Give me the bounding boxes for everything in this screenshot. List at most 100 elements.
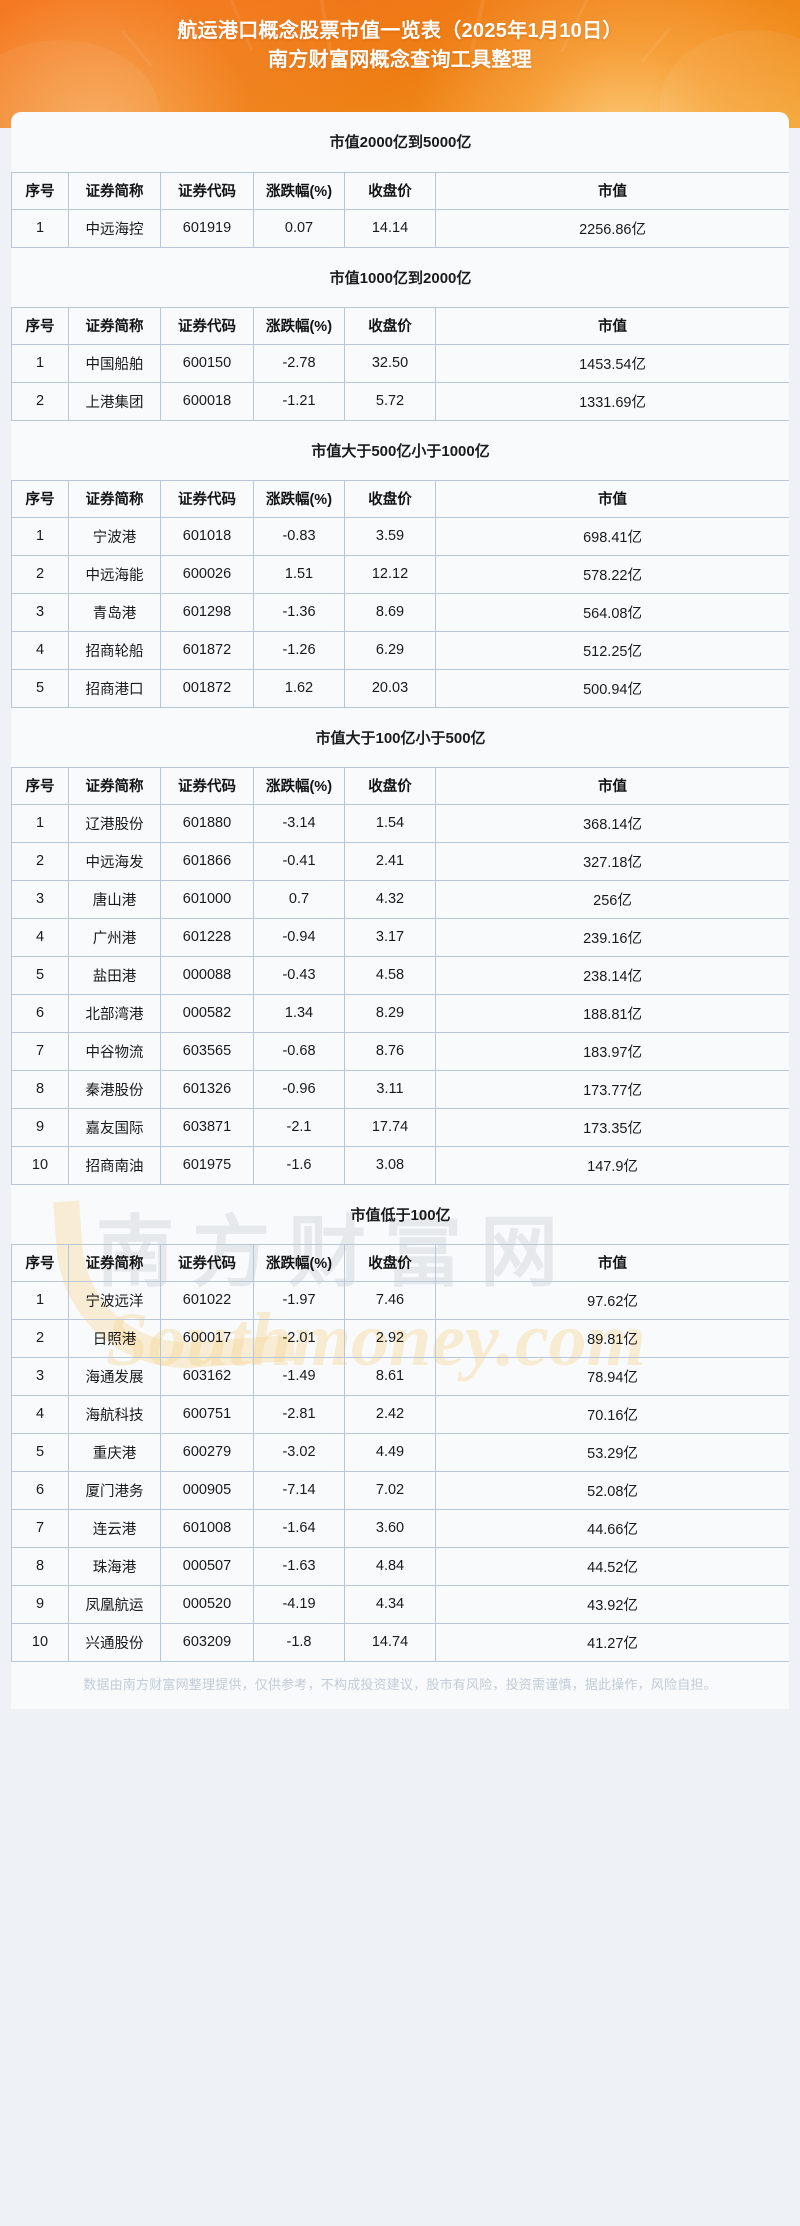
table-row: 8 秦港股份 601326 -0.96 3.11 173.77亿 bbox=[11, 1069, 789, 1109]
change-percent: -0.41 bbox=[253, 841, 345, 881]
table-row: 1 中远海控 601919 0.07 14.14 2256.86亿 bbox=[11, 208, 789, 248]
change-percent: -1.6 bbox=[253, 1145, 345, 1185]
close-price: 4.32 bbox=[344, 879, 436, 919]
market-cap: 89.81亿 bbox=[434, 1318, 789, 1358]
stock-name: 中远海发 bbox=[68, 841, 161, 881]
column-header-1: 证券简称 bbox=[68, 171, 161, 210]
column-header-1: 证券简称 bbox=[68, 479, 161, 518]
close-price: 14.74 bbox=[344, 1622, 436, 1662]
stock-code: 601880 bbox=[160, 803, 254, 843]
column-header-5: 市值 bbox=[434, 766, 789, 805]
change-percent: -1.36 bbox=[253, 592, 345, 632]
row-index: 7 bbox=[11, 1508, 69, 1548]
change-percent: -1.63 bbox=[253, 1546, 345, 1586]
row-index: 5 bbox=[11, 668, 69, 708]
change-percent: -0.43 bbox=[253, 955, 345, 995]
market-cap: 70.16亿 bbox=[434, 1394, 789, 1434]
column-header-0: 序号 bbox=[11, 306, 69, 345]
stock-name: 中国船舶 bbox=[68, 343, 161, 383]
market-cap: 578.22亿 bbox=[434, 554, 789, 594]
close-price: 2.41 bbox=[344, 841, 436, 881]
market-cap: 173.77亿 bbox=[434, 1069, 789, 1109]
stock-code: 601919 bbox=[160, 208, 254, 248]
section-title: 市值低于100亿 bbox=[11, 1184, 789, 1245]
stock-code: 001872 bbox=[160, 668, 254, 708]
section-title-row: 市值1000亿到2000亿 bbox=[11, 247, 789, 308]
column-header-2: 证券代码 bbox=[160, 479, 254, 518]
change-percent: 0.7 bbox=[253, 879, 345, 919]
stock-name: 上港集团 bbox=[68, 381, 161, 421]
table-row: 9 凤凰航运 000520 -4.19 4.34 43.92亿 bbox=[11, 1584, 789, 1624]
section-title: 市值1000亿到2000亿 bbox=[11, 247, 789, 308]
row-index: 2 bbox=[11, 841, 69, 881]
stock-code: 601018 bbox=[160, 516, 254, 556]
table-body: 市值2000亿到5000亿 序号 证券简称 证券代码 涨跌幅(%) 收盘价 市值 1 中远海控 6… bbox=[11, 112, 789, 1662]
stock-code: 601228 bbox=[160, 917, 254, 957]
stock-name: 中远海能 bbox=[68, 554, 161, 594]
stock-name: 重庆港 bbox=[68, 1432, 161, 1472]
change-percent: -1.64 bbox=[253, 1508, 345, 1548]
row-index: 1 bbox=[11, 1280, 69, 1320]
market-cap: 52.08亿 bbox=[434, 1470, 789, 1510]
table-header-row: 序号 证券简称 证券代码 涨跌幅(%) 收盘价 市值 bbox=[11, 479, 789, 518]
close-price: 3.17 bbox=[344, 917, 436, 957]
market-cap: 698.41亿 bbox=[434, 516, 789, 556]
market-cap: 78.94亿 bbox=[434, 1356, 789, 1396]
table-header-row: 序号 证券简称 证券代码 涨跌幅(%) 收盘价 市值 bbox=[11, 171, 789, 210]
stock-name: 珠海港 bbox=[68, 1546, 161, 1586]
change-percent: -0.68 bbox=[253, 1031, 345, 1071]
table-row: 9 嘉友国际 603871 -2.1 17.74 173.35亿 bbox=[11, 1107, 789, 1147]
row-index: 6 bbox=[11, 993, 69, 1033]
close-price: 3.11 bbox=[344, 1069, 436, 1109]
stock-code: 603209 bbox=[160, 1622, 254, 1662]
table-row: 8 珠海港 000507 -1.63 4.84 44.52亿 bbox=[11, 1546, 789, 1586]
table-row: 6 北部湾港 000582 1.34 8.29 188.81亿 bbox=[11, 993, 789, 1033]
stock-code: 000582 bbox=[160, 993, 254, 1033]
table-row: 10 兴通股份 603209 -1.8 14.74 41.27亿 bbox=[11, 1622, 789, 1662]
column-header-1: 证券简称 bbox=[68, 306, 161, 345]
close-price: 2.92 bbox=[344, 1318, 436, 1358]
stock-code: 601008 bbox=[160, 1508, 254, 1548]
column-header-1: 证券简称 bbox=[68, 766, 161, 805]
stock-code: 600751 bbox=[160, 1394, 254, 1434]
stock-code: 601298 bbox=[160, 592, 254, 632]
market-cap: 368.14亿 bbox=[434, 803, 789, 843]
stock-name: 厦门港务 bbox=[68, 1470, 161, 1510]
market-cap: 41.27亿 bbox=[434, 1622, 789, 1662]
column-header-3: 涨跌幅(%) bbox=[253, 171, 345, 210]
table-row: 3 海通发展 603162 -1.49 8.61 78.94亿 bbox=[11, 1356, 789, 1396]
stock-name: 辽港股份 bbox=[68, 803, 161, 843]
column-header-4: 收盘价 bbox=[344, 766, 436, 805]
stock-code: 000905 bbox=[160, 1470, 254, 1510]
table-row: 5 盐田港 000088 -0.43 4.58 238.14亿 bbox=[11, 955, 789, 995]
column-header-3: 涨跌幅(%) bbox=[253, 479, 345, 518]
stock-name: 盐田港 bbox=[68, 955, 161, 995]
stock-code: 601975 bbox=[160, 1145, 254, 1185]
stock-code: 601866 bbox=[160, 841, 254, 881]
stock-code: 000507 bbox=[160, 1546, 254, 1586]
column-header-3: 涨跌幅(%) bbox=[253, 766, 345, 805]
stock-name: 中谷物流 bbox=[68, 1031, 161, 1071]
stock-code: 600150 bbox=[160, 343, 254, 383]
table-row: 4 招商轮船 601872 -1.26 6.29 512.25亿 bbox=[11, 630, 789, 670]
table-row: 3 青岛港 601298 -1.36 8.69 564.08亿 bbox=[11, 592, 789, 632]
column-header-4: 收盘价 bbox=[344, 306, 436, 345]
row-index: 3 bbox=[11, 592, 69, 632]
row-index: 5 bbox=[11, 1432, 69, 1472]
stock-name: 海通发展 bbox=[68, 1356, 161, 1396]
column-header-5: 市值 bbox=[434, 306, 789, 345]
market-cap: 2256.86亿 bbox=[434, 208, 789, 248]
row-index: 4 bbox=[11, 1394, 69, 1434]
change-percent: -3.02 bbox=[253, 1432, 345, 1472]
close-price: 7.46 bbox=[344, 1280, 436, 1320]
table-row: 4 海航科技 600751 -2.81 2.42 70.16亿 bbox=[11, 1394, 789, 1434]
change-percent: -1.8 bbox=[253, 1622, 345, 1662]
table-header-row: 序号 证券简称 证券代码 涨跌幅(%) 收盘价 市值 bbox=[11, 766, 789, 805]
section-title-row: 市值大于500亿小于1000亿 bbox=[11, 420, 789, 481]
column-header-4: 收盘价 bbox=[344, 171, 436, 210]
change-percent: 0.07 bbox=[253, 208, 345, 248]
table-row: 2 中远海发 601866 -0.41 2.41 327.18亿 bbox=[11, 841, 789, 881]
change-percent: -3.14 bbox=[253, 803, 345, 843]
row-index: 5 bbox=[11, 955, 69, 995]
change-percent: -1.26 bbox=[253, 630, 345, 670]
